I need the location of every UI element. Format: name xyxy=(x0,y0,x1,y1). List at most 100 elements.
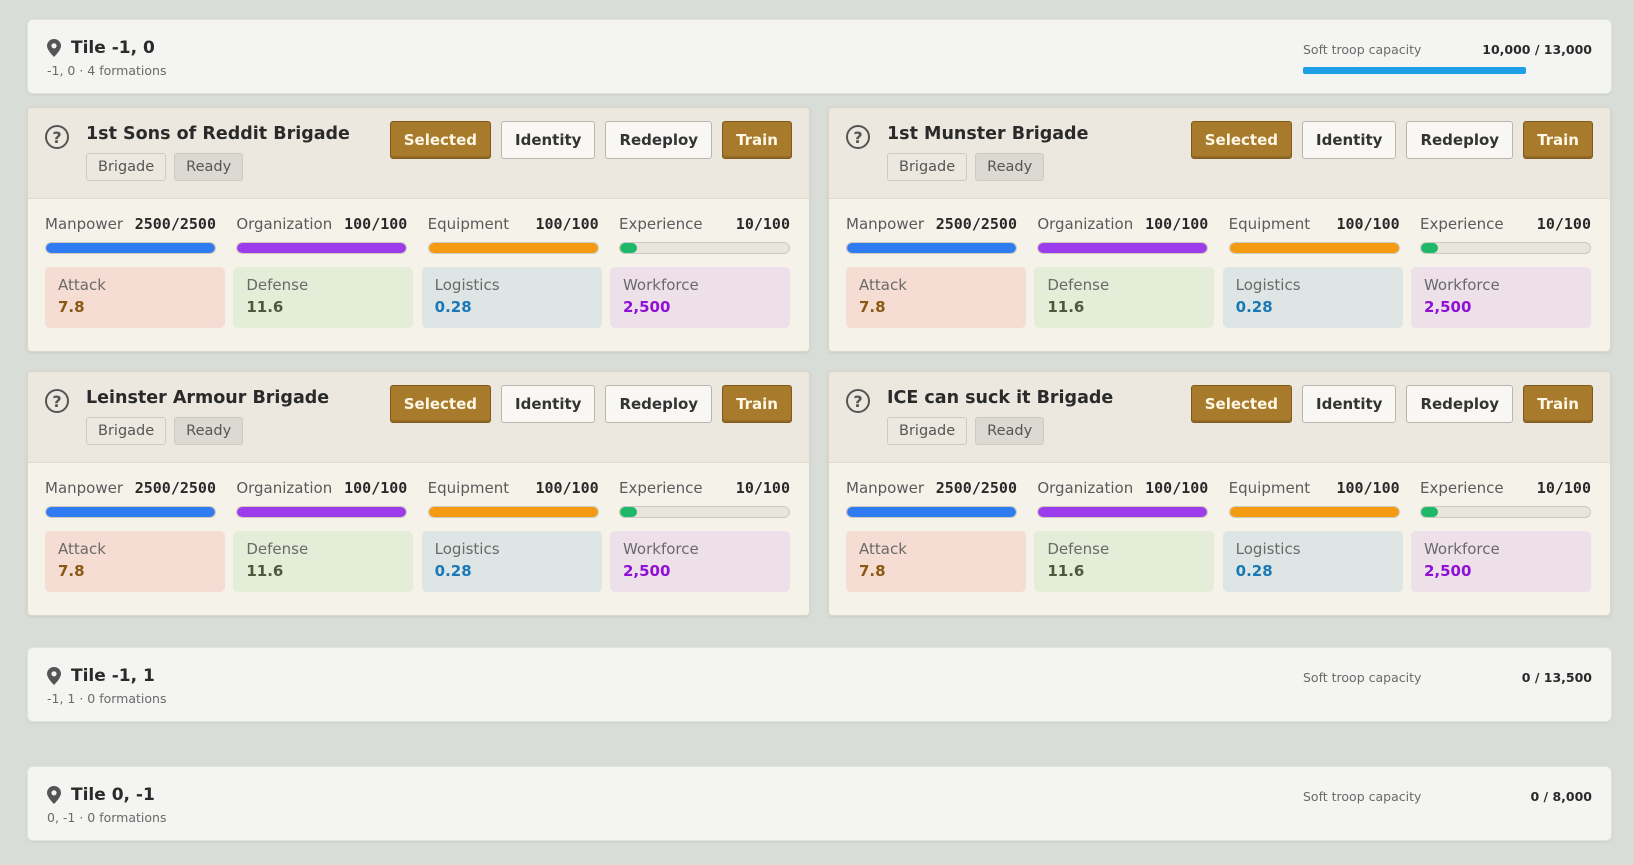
stat-bars: Manpower 2500/2500 Organization 100/100 … xyxy=(45,215,790,254)
formation-badges: Brigade Ready xyxy=(887,153,1045,181)
capacity-label: Soft troop capacity xyxy=(1303,670,1422,685)
manpower-bar xyxy=(846,242,1017,254)
train-button[interactable]: Train xyxy=(1523,385,1593,423)
defense-box: Defense 11.6 xyxy=(1034,531,1215,592)
selected-button[interactable]: Selected xyxy=(389,385,492,423)
formation-card: ? Leinster Armour Brigade Brigade Ready … xyxy=(27,371,810,616)
help-icon[interactable]: ? xyxy=(45,389,69,413)
stat-manpower: Manpower 2500/2500 xyxy=(846,215,1017,254)
stat-manpower: Manpower 2500/2500 xyxy=(45,215,216,254)
organization-value: 100/100 xyxy=(344,215,408,233)
identity-button[interactable]: Identity xyxy=(501,385,596,423)
stat-boxes: Attack 7.8 Defense 11.6 Logistics 0.28 W… xyxy=(45,531,790,592)
stat-bars: Manpower 2500/2500 Organization 100/100 … xyxy=(846,479,1591,518)
equipment-label: Equipment xyxy=(427,479,510,497)
logistics-value: 0.28 xyxy=(434,562,472,580)
stat-organization: Organization 100/100 xyxy=(1037,479,1209,518)
attack-box: Attack 7.8 xyxy=(846,531,1026,592)
workforce-value: 2,500 xyxy=(1423,562,1472,580)
formation-card: ? 1st Sons of Reddit Brigade Brigade Rea… xyxy=(27,107,810,352)
identity-button[interactable]: Identity xyxy=(501,121,596,159)
selected-button[interactable]: Selected xyxy=(1190,121,1293,159)
organization-bar xyxy=(1037,242,1209,254)
equipment-label: Equipment xyxy=(1228,479,1311,497)
identity-button[interactable]: Identity xyxy=(1302,121,1397,159)
capacity-value: 10,000 / 13,000 xyxy=(1482,42,1592,57)
attack-value: 7.8 xyxy=(58,298,85,316)
type-badge: Brigade xyxy=(887,417,968,445)
equipment-bar xyxy=(1228,242,1400,254)
identity-button[interactable]: Identity xyxy=(1302,385,1397,423)
formation-actions: Selected Identity Redeploy Train xyxy=(1190,385,1593,423)
stat-organization: Organization 100/100 xyxy=(236,215,408,254)
experience-value: 10/100 xyxy=(735,479,790,497)
capacity-bar xyxy=(1303,814,1592,821)
experience-fill xyxy=(1420,243,1438,253)
train-button[interactable]: Train xyxy=(1523,121,1593,159)
experience-label: Experience xyxy=(618,215,703,233)
equipment-fill xyxy=(428,507,598,517)
help-icon[interactable]: ? xyxy=(846,389,870,413)
map-pin-icon xyxy=(47,39,61,57)
redeploy-button[interactable]: Redeploy xyxy=(605,385,713,423)
capacity-label: Soft troop capacity xyxy=(1303,789,1422,804)
defense-value: 11.6 xyxy=(1047,562,1085,580)
train-button[interactable]: Train xyxy=(722,385,792,423)
formation-name: Leinster Armour Brigade xyxy=(86,388,330,408)
workforce-label: Workforce xyxy=(622,276,699,294)
experience-label: Experience xyxy=(1419,215,1504,233)
stat-equipment: Equipment 100/100 xyxy=(427,479,599,518)
logistics-label: Logistics xyxy=(1235,540,1301,558)
redeploy-button[interactable]: Redeploy xyxy=(605,121,713,159)
tile-panel: Tile -1, 0 -1, 0 · 4 formations Soft tro… xyxy=(27,19,1612,94)
attack-box: Attack 7.8 xyxy=(45,267,225,328)
stat-equipment: Equipment 100/100 xyxy=(1228,479,1400,518)
tile-title-text: Tile -1, 1 xyxy=(71,666,155,686)
manpower-value: 2500/2500 xyxy=(935,479,1017,497)
manpower-fill xyxy=(847,243,1016,253)
redeploy-button[interactable]: Redeploy xyxy=(1406,121,1514,159)
defense-label: Defense xyxy=(246,276,309,294)
selected-button[interactable]: Selected xyxy=(1190,385,1293,423)
manpower-label: Manpower xyxy=(846,479,925,497)
stat-experience: Experience 10/100 xyxy=(618,215,790,254)
formation-name: ICE can suck it Brigade xyxy=(887,388,1114,408)
tile-subtitle: 0, -1 · 0 formations xyxy=(47,810,167,825)
attack-value: 7.8 xyxy=(859,298,886,316)
defense-box: Defense 11.6 xyxy=(1034,267,1215,328)
equipment-fill xyxy=(1229,243,1399,253)
train-button[interactable]: Train xyxy=(722,121,792,159)
equipment-bar xyxy=(1228,506,1400,518)
equipment-fill xyxy=(428,243,598,253)
experience-bar xyxy=(618,506,790,518)
experience-fill xyxy=(619,507,637,517)
logistics-box: Logistics 0.28 xyxy=(1222,267,1403,328)
organization-label: Organization xyxy=(1037,479,1134,497)
help-icon[interactable]: ? xyxy=(846,125,870,149)
tile-subtitle: -1, 1 · 0 formations xyxy=(47,691,167,706)
capacity-fill xyxy=(1303,67,1526,74)
selected-button[interactable]: Selected xyxy=(389,121,492,159)
workforce-value: 2,500 xyxy=(622,298,671,316)
logistics-box: Logistics 0.28 xyxy=(421,531,602,592)
help-icon[interactable]: ? xyxy=(45,125,69,149)
experience-fill xyxy=(619,243,637,253)
experience-bar xyxy=(618,242,790,254)
workforce-label: Workforce xyxy=(1423,276,1500,294)
equipment-label: Equipment xyxy=(427,215,510,233)
organization-label: Organization xyxy=(1037,215,1134,233)
logistics-value: 0.28 xyxy=(1235,562,1273,580)
stat-bars: Manpower 2500/2500 Organization 100/100 … xyxy=(846,215,1591,254)
equipment-value: 100/100 xyxy=(535,215,599,233)
workforce-value: 2,500 xyxy=(622,562,671,580)
stat-organization: Organization 100/100 xyxy=(236,479,408,518)
formation-actions: Selected Identity Redeploy Train xyxy=(1190,121,1593,159)
redeploy-button[interactable]: Redeploy xyxy=(1406,385,1514,423)
manpower-value: 2500/2500 xyxy=(134,215,216,233)
organization-bar xyxy=(236,242,408,254)
experience-bar xyxy=(1419,506,1591,518)
organization-bar xyxy=(1037,506,1209,518)
troop-capacity: Soft troop capacity 0 / 8,000 xyxy=(1303,789,1592,821)
workforce-value: 2,500 xyxy=(1423,298,1472,316)
stat-experience: Experience 10/100 xyxy=(1419,215,1591,254)
